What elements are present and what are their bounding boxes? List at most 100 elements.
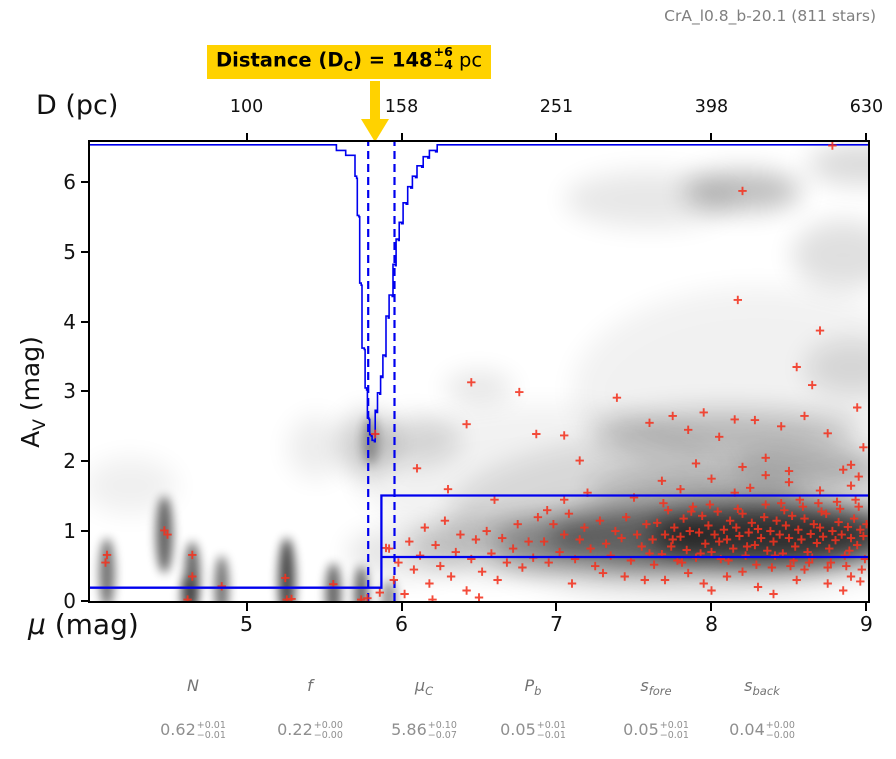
left-tick-label: 1 — [63, 519, 76, 544]
distance-arrow-icon — [361, 119, 389, 142]
top-tick-label: 100 — [229, 97, 264, 117]
distance-annotation: Distance (DC) = 148 +6 −4 pc — [207, 44, 492, 80]
left-tick-mark — [81, 390, 90, 393]
param-header: f — [240, 676, 380, 698]
param-header: μC — [354, 676, 494, 698]
param-minus-error: −0.00 — [313, 729, 343, 741]
distance-annotation-sub-c: C — [343, 60, 354, 76]
left-tick-mark — [81, 460, 90, 463]
param-value-number: 5.86 — [391, 720, 427, 739]
bottom-tick-mark — [400, 602, 403, 611]
param-value-uncertainty: +0.01 −0.01 — [659, 719, 689, 741]
pdf-curve — [90, 144, 868, 443]
left-tick-mark — [81, 250, 90, 253]
distance-uncertainty-stack: +6 −4 — [433, 44, 453, 72]
param-header: sback — [692, 676, 832, 698]
param-value: 0.04 +0.00 −0.00 — [682, 720, 842, 740]
left-tick-label: 0 — [63, 589, 76, 613]
param-value: 5.86 +0.10 −0.07 — [344, 720, 504, 740]
param-minus-error: −0.01 — [196, 729, 226, 741]
param-value: 0.22 +0.00 −0.00 — [230, 720, 390, 740]
top-tick-label: 251 — [539, 97, 574, 117]
bottom-tick-label: 9 — [859, 612, 873, 636]
bottom-tick-label: 7 — [549, 612, 563, 636]
bottom-tick-mark — [555, 602, 558, 611]
param-plus-error: +0.00 — [313, 719, 343, 731]
param-value-number: 0.04 — [729, 720, 765, 739]
param-value-uncertainty: +0.00 −0.00 — [313, 719, 343, 741]
top-tick-mark — [245, 133, 248, 142]
param-header-symbol: N — [187, 676, 199, 695]
plot-canvas — [83, 141, 896, 622]
param-header-symbol: s — [640, 676, 649, 695]
param-plus-error: +0.01 — [196, 719, 226, 731]
density-blob — [278, 538, 296, 622]
star-markers — [101, 141, 871, 604]
param-minus-error: −0.07 — [427, 729, 457, 741]
distance-plus-error: +6 — [433, 44, 453, 59]
param-header-subscript: C — [425, 684, 434, 699]
param-value-number: 0.62 — [160, 720, 196, 739]
param-value-number: 0.22 — [277, 720, 313, 739]
density-blob — [564, 171, 735, 228]
param-header-symbol: P — [524, 676, 535, 695]
density-blob — [99, 538, 115, 608]
param-header-subscript: back — [752, 684, 780, 699]
density-blob — [444, 372, 514, 404]
param-value-number: 0.05 — [500, 720, 536, 739]
bottom-tick-mark — [245, 602, 248, 611]
left-tick-label: 5 — [63, 239, 76, 264]
left-tick-label: 4 — [63, 309, 76, 334]
top-tick-mark — [555, 133, 558, 142]
distance-annotation-mid: ) = 148 — [353, 48, 433, 72]
left-tick-mark — [81, 320, 90, 323]
param-plus-error: +0.00 — [765, 719, 795, 731]
left-tick-mark — [81, 600, 90, 602]
bottom-tick-label: 8 — [704, 612, 718, 636]
top-tick-mark — [865, 133, 868, 142]
param-header-symbol: f — [307, 676, 313, 695]
param-header-subscript: fore — [648, 684, 672, 699]
top-axis-label: D (pc) — [36, 90, 119, 121]
model-step-line — [90, 494, 868, 589]
y-axis-label: AV (mag) — [16, 336, 50, 448]
param-minus-error: −0.01 — [659, 729, 689, 741]
param-header-subscript: b — [534, 684, 542, 699]
density-blob — [214, 555, 229, 619]
top-tick-mark — [710, 133, 713, 142]
left-tick-mark — [81, 530, 90, 533]
param-value-number: 0.05 — [623, 720, 659, 739]
param-header-symbol: s — [744, 676, 753, 695]
top-tick-mark — [400, 133, 403, 142]
param-value-uncertainty: +0.10 −0.07 — [427, 719, 457, 741]
distance-annotation-prefix: Distance (D — [216, 48, 344, 72]
top-tick-label: 630 — [849, 97, 884, 117]
left-tick-label: 6 — [63, 169, 76, 194]
param-plus-error: +0.01 — [659, 719, 689, 731]
bottom-tick-label: 5 — [239, 612, 254, 636]
bottom-tick-mark — [710, 602, 713, 611]
top-tick-label: 158 — [384, 97, 419, 117]
param-header-symbol: μ — [414, 676, 426, 695]
density-blob — [83, 457, 177, 514]
x-axis-label: μ (mag) — [28, 608, 139, 641]
param-value: 0.62 +0.01 −0.01 — [113, 720, 273, 740]
distance-arrow-stem — [370, 81, 380, 121]
param-minus-error: −0.01 — [536, 729, 566, 741]
density-blob — [288, 415, 345, 479]
param-plus-error: +0.01 — [536, 719, 566, 731]
param-value-uncertainty: +0.00 −0.00 — [765, 719, 795, 741]
bottom-tick-label: 6 — [394, 612, 409, 636]
top-tick-label: 398 — [694, 97, 729, 117]
param-plus-error: +0.10 — [427, 719, 457, 731]
distance-unit: pc — [452, 48, 483, 72]
left-tick-mark — [81, 180, 90, 183]
param-value: 0.05 +0.01 −0.01 — [453, 720, 613, 740]
density-blob — [792, 220, 895, 291]
density-blob — [807, 143, 896, 186]
param-value: 0.05 +0.01 −0.01 — [576, 720, 736, 740]
left-tick-label: 2 — [63, 449, 76, 474]
left-tick-label: 3 — [63, 379, 76, 404]
param-minus-error: −0.00 — [765, 729, 795, 741]
